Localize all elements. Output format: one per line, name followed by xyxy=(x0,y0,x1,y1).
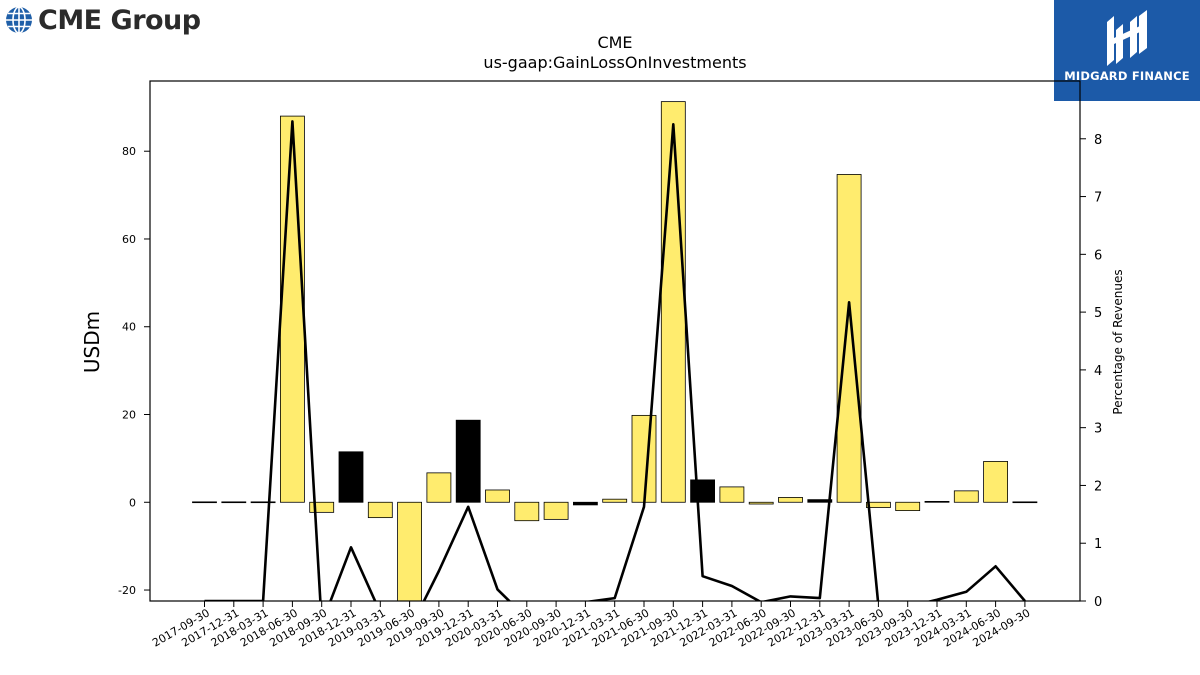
y2-tick-label: 2 xyxy=(1094,479,1102,494)
x-axis-ticks: 2017-09-302017-12-312018-03-312018-06-30… xyxy=(150,601,1032,650)
bar-2022-09-30 xyxy=(778,497,803,503)
bar-2018-09-30 xyxy=(309,501,335,513)
y2-tick-label: 1 xyxy=(1094,537,1102,552)
bar-2022-12-31 xyxy=(807,499,833,503)
bar-2019-09-30 xyxy=(426,472,452,503)
bar-2024-03-31 xyxy=(953,490,979,503)
chart-subtitle: us-gaap:GainLossOnInvestments xyxy=(483,53,746,72)
brand-name: CME Group xyxy=(38,4,201,36)
bar-2020-03-31 xyxy=(485,489,510,503)
bar-2019-06-30 xyxy=(397,501,423,601)
bar-2020-06-30 xyxy=(514,501,540,522)
left-axis-ticks: -20 0 20 40 60 80 xyxy=(118,145,150,597)
y2-axis-label: Percentage of Revenues xyxy=(1111,269,1125,414)
bar-2021-06-30 xyxy=(631,414,657,503)
bar-2022-03-31 xyxy=(719,486,745,503)
bar-2023-03-31 xyxy=(836,174,862,503)
y-tick-label: 20 xyxy=(122,409,136,422)
bar-2018-06-30 xyxy=(279,115,305,503)
bar-2021-09-30 xyxy=(660,101,686,503)
bar-2017-09-30 xyxy=(192,501,217,504)
bar-2020-12-31 xyxy=(573,501,598,506)
brand-logo: CME Group xyxy=(4,2,201,38)
y2-tick-label: 6 xyxy=(1094,248,1102,263)
bar-2018-03-31 xyxy=(250,501,276,504)
bar-2024-06-30 xyxy=(983,461,1008,503)
y-tick-label: 40 xyxy=(122,321,136,334)
y-tick-label: -20 xyxy=(118,584,136,597)
chart-title: CME xyxy=(597,33,632,52)
bar-2018-12-31 xyxy=(338,451,364,503)
bar-2017-12-31 xyxy=(221,501,247,504)
y-tick-label: 60 xyxy=(122,233,136,246)
y-tick-label: 0 xyxy=(129,496,136,509)
right-axis-ticks: 0 1 2 3 4 5 6 7 8 xyxy=(1080,133,1102,610)
bar-2022-06-30 xyxy=(748,501,774,505)
bar-2023-12-31 xyxy=(924,500,950,503)
bar-2019-03-31 xyxy=(367,501,393,519)
y2-tick-label: 0 xyxy=(1094,595,1102,610)
y2-tick-label: 7 xyxy=(1094,191,1102,206)
bar-series xyxy=(192,101,1038,601)
badge-label: MIDGARD FINANCE xyxy=(1064,69,1190,83)
bar-2020-09-30 xyxy=(543,501,569,520)
midgard-logo-icon xyxy=(1107,10,1147,66)
bar-2023-09-30 xyxy=(895,501,921,512)
bar-2024-09-30 xyxy=(1012,501,1038,504)
y2-tick-label: 5 xyxy=(1094,306,1102,321)
y-axis-label: USDm xyxy=(80,311,104,373)
y2-tick-label: 4 xyxy=(1094,364,1102,379)
y-tick-label: 80 xyxy=(122,145,136,158)
bar-2019-12-31 xyxy=(455,419,481,503)
percentage-line xyxy=(204,120,1026,601)
bar-2023-06-30 xyxy=(866,501,891,508)
globe-icon xyxy=(6,6,32,34)
y2-tick-label: 8 xyxy=(1094,133,1102,148)
midgard-badge: MIDGARD FINANCE xyxy=(1054,0,1200,101)
bar-2021-12-31 xyxy=(690,479,715,503)
bar-2021-03-31 xyxy=(602,498,628,503)
y2-tick-label: 3 xyxy=(1094,422,1102,437)
